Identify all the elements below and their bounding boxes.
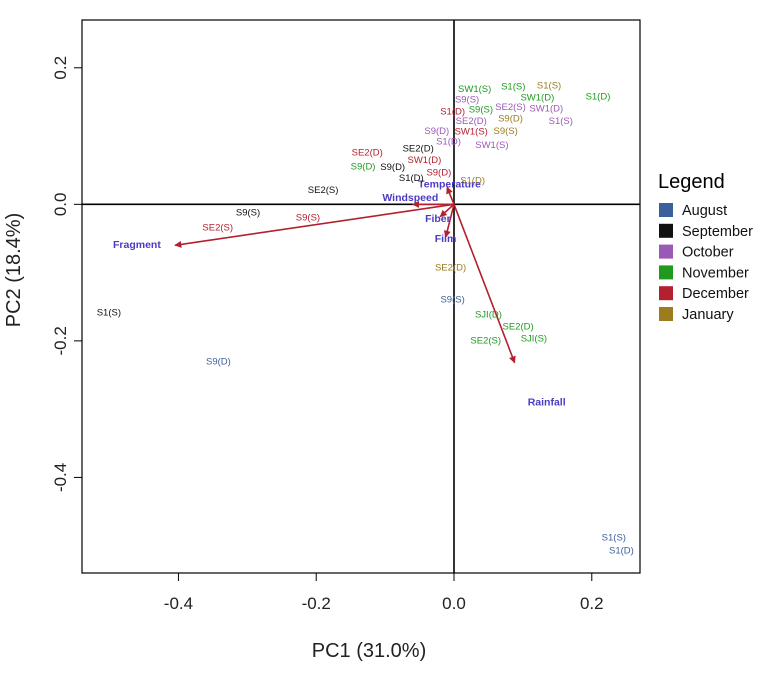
y-axis-ticks: 0.2 0.0 -0.2 -0.4 <box>51 56 82 492</box>
legend-swatch <box>659 307 673 321</box>
score-point-label: SE2(D) <box>502 322 533 333</box>
legend-swatch <box>659 244 673 259</box>
loading-label-rainfall: Rainfall <box>528 397 566 409</box>
loading-arrow-rainfall <box>453 204 516 364</box>
x-tick-label: 0.2 <box>580 594 604 613</box>
zero-lines <box>82 20 640 573</box>
score-point-label: S1(S) <box>97 307 121 318</box>
score-point-label: SE2(D) <box>456 116 487 127</box>
score-point-label: S9(S) <box>455 94 479 105</box>
score-point-label: S9(D) <box>351 161 376 172</box>
score-point-label: S1(S) <box>549 116 573 127</box>
score-point-label: S9(S) <box>440 294 464 305</box>
score-point-label: S9(D) <box>380 162 405 173</box>
y-axis-title: PC2 (18.4%) <box>3 213 25 328</box>
score-point-label: S9(D) <box>206 357 231 368</box>
x-tick-label: -0.4 <box>164 594 193 613</box>
loading-labels: Fragment Rainfall Temperature Windspeed Fibe… <box>113 178 566 408</box>
score-point-label: S1(D) <box>586 92 611 103</box>
loading-label-fragment: Fragment <box>113 239 161 251</box>
legend: Legend August September October November Dec… <box>658 171 753 323</box>
legend-swatch <box>659 265 673 280</box>
x-axis-title: PC1 (31.0%) <box>312 640 427 662</box>
score-point-label: SW1(S) <box>455 126 488 137</box>
legend-label: January <box>682 307 734 323</box>
y-tick-label: 0.0 <box>51 193 70 217</box>
loading-label-film: Film <box>435 233 457 245</box>
score-point-label: S9(D) <box>498 114 523 125</box>
score-point-label: SW1(S) <box>475 140 508 151</box>
plot-frame <box>81 19 641 574</box>
score-point-label: S9(D) <box>426 167 451 178</box>
score-point-label: S9(S) <box>469 105 493 116</box>
score-point-label: SE2(S) <box>202 223 233 234</box>
score-point-label: SE2(S) <box>308 185 339 196</box>
score-point-label: S9(S) <box>494 126 518 137</box>
score-point-label: S9(D) <box>424 126 449 137</box>
legend-label: September <box>682 224 753 240</box>
loading-label-temperature: Temperature <box>418 178 481 190</box>
loading-arrows <box>174 186 516 364</box>
score-point-label: S9(S) <box>296 213 320 224</box>
legend-title: Legend <box>658 171 725 193</box>
legend-swatch <box>659 286 673 301</box>
x-tick-label: 0.0 <box>442 594 466 613</box>
score-point-label: S1(S) <box>501 81 525 92</box>
score-point-label: SW1(D) <box>520 92 554 103</box>
score-point-label: S1(D) <box>399 173 424 184</box>
loading-label-windspeed: Windspeed <box>382 192 438 204</box>
x-axis-ticks: -0.4 -0.2 0.0 0.2 <box>164 573 604 613</box>
score-point-label: SE2(D) <box>403 144 434 155</box>
score-point-label: SE2(D) <box>352 148 383 159</box>
legend-label: August <box>682 203 727 219</box>
score-point-label: SE2(S) <box>495 102 526 113</box>
loading-label-fiber: Fiber <box>425 213 451 225</box>
legend-swatch <box>659 223 673 238</box>
legend-label: November <box>682 265 749 281</box>
legend-swatch <box>659 203 673 217</box>
score-point-label: SJI(S) <box>521 333 547 344</box>
score-point-label: SW1(S) <box>458 84 491 95</box>
score-point-label: S1(S) <box>602 533 626 544</box>
score-point-label: S1(D) <box>609 546 634 557</box>
score-labels: S1(S)S1(D)S9(S)S9(D)S1(S)SE2(S)S9(S)S9(D… <box>97 81 634 557</box>
loading-arrow-temperature <box>446 186 455 205</box>
score-point-label: S9(S) <box>236 208 260 219</box>
legend-label: December <box>682 286 749 302</box>
legend-label: October <box>682 245 734 261</box>
x-tick-label: -0.2 <box>302 594 331 613</box>
score-point-label: SE2(D) <box>435 262 466 273</box>
loading-arrow-fragment <box>174 203 455 248</box>
y-tick-label: -0.2 <box>51 326 70 355</box>
score-point-label: SJI(D) <box>475 309 502 320</box>
score-point-label: S1(D) <box>460 176 485 187</box>
y-tick-label: -0.4 <box>51 463 70 492</box>
score-point-label: SW1(D) <box>529 103 563 114</box>
score-point-label: S1(S) <box>537 81 561 92</box>
y-tick-label: 0.2 <box>51 56 70 80</box>
score-point-label: S1(D) <box>440 107 465 118</box>
score-point-label: SW1(D) <box>407 155 441 166</box>
score-point-label: S1(D) <box>436 137 461 148</box>
loading-arrow-fiber <box>439 203 455 218</box>
loading-arrow-film <box>443 204 455 238</box>
score-point-label: SE2(S) <box>470 335 501 346</box>
